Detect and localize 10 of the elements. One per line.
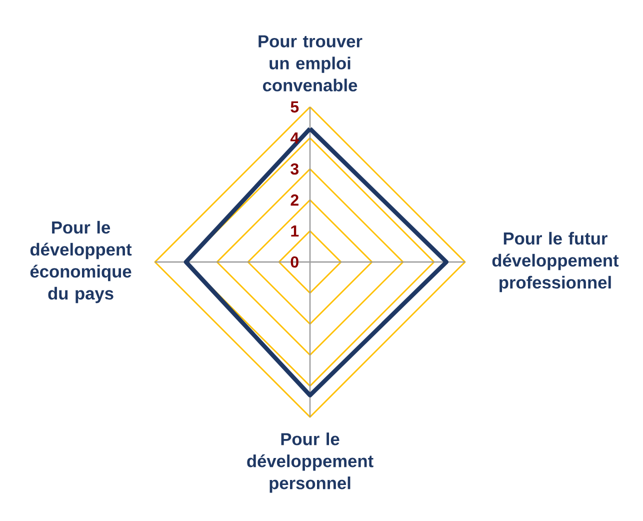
y-tick-label: 4 (290, 132, 299, 144)
spoke-label: Pour le développement personnel (247, 432, 374, 493)
y-tick-label: 0 (290, 256, 298, 268)
y-tick-label: 2 (290, 194, 298, 206)
y-tick-label: 1 (291, 225, 299, 236)
spoke-label: Pour trouver un emploi convenable (258, 35, 362, 92)
y-tick-label: 3 (290, 163, 299, 175)
spoke-label: Pour le futur développement professionnel (492, 232, 619, 292)
spoke-label: Pour le développent économique du pays (30, 220, 132, 304)
y-tick-label: 5 (290, 101, 299, 113)
